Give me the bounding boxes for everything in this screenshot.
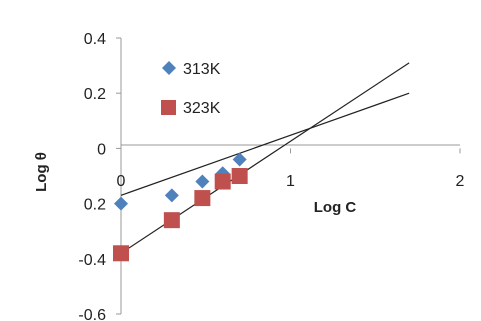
data-point-square xyxy=(214,173,231,190)
y-tick-label: 0.4 xyxy=(84,31,106,48)
legend-label-323k: 323K xyxy=(183,100,221,117)
x-ticks: 0 1 2 xyxy=(117,148,465,190)
x-tick-label: 0 xyxy=(117,173,126,190)
y-tick-label: -0.4 xyxy=(78,252,106,269)
y-tick-label: -0.6 xyxy=(78,307,106,321)
x-axis-title: Log C xyxy=(314,199,357,216)
legend-square-marker-icon xyxy=(161,100,176,115)
legend-entry-323k: 323K xyxy=(161,100,221,117)
y-ticks: 0.4 0.2 0 0.2 -0.4 -0.6 xyxy=(78,31,121,321)
data-point-diamond xyxy=(232,152,247,167)
x-tick-label: 1 xyxy=(286,173,295,190)
x-tick-label: 2 xyxy=(456,173,465,190)
legend: 313K 323K xyxy=(161,61,221,117)
data-point-square xyxy=(113,245,129,262)
legend-entry-313k: 313K xyxy=(162,61,221,78)
data-point-square xyxy=(194,190,211,207)
data-point-square xyxy=(231,168,248,184)
y-tick-label: 0 xyxy=(97,141,106,158)
data-point-diamond xyxy=(164,188,179,203)
legend-diamond-marker-icon xyxy=(162,61,176,75)
y-tick-label: 0.2 xyxy=(84,86,106,103)
legend-label-313k: 313K xyxy=(183,61,221,78)
data-point-diamond xyxy=(195,174,210,189)
data-points xyxy=(113,152,248,262)
data-point-diamond xyxy=(114,196,128,211)
y-axis-title: Log θ xyxy=(33,152,50,192)
y-tick-label: 0.2 xyxy=(84,197,106,214)
data-point-square xyxy=(163,212,180,229)
trendline-series-0 xyxy=(120,92,410,196)
